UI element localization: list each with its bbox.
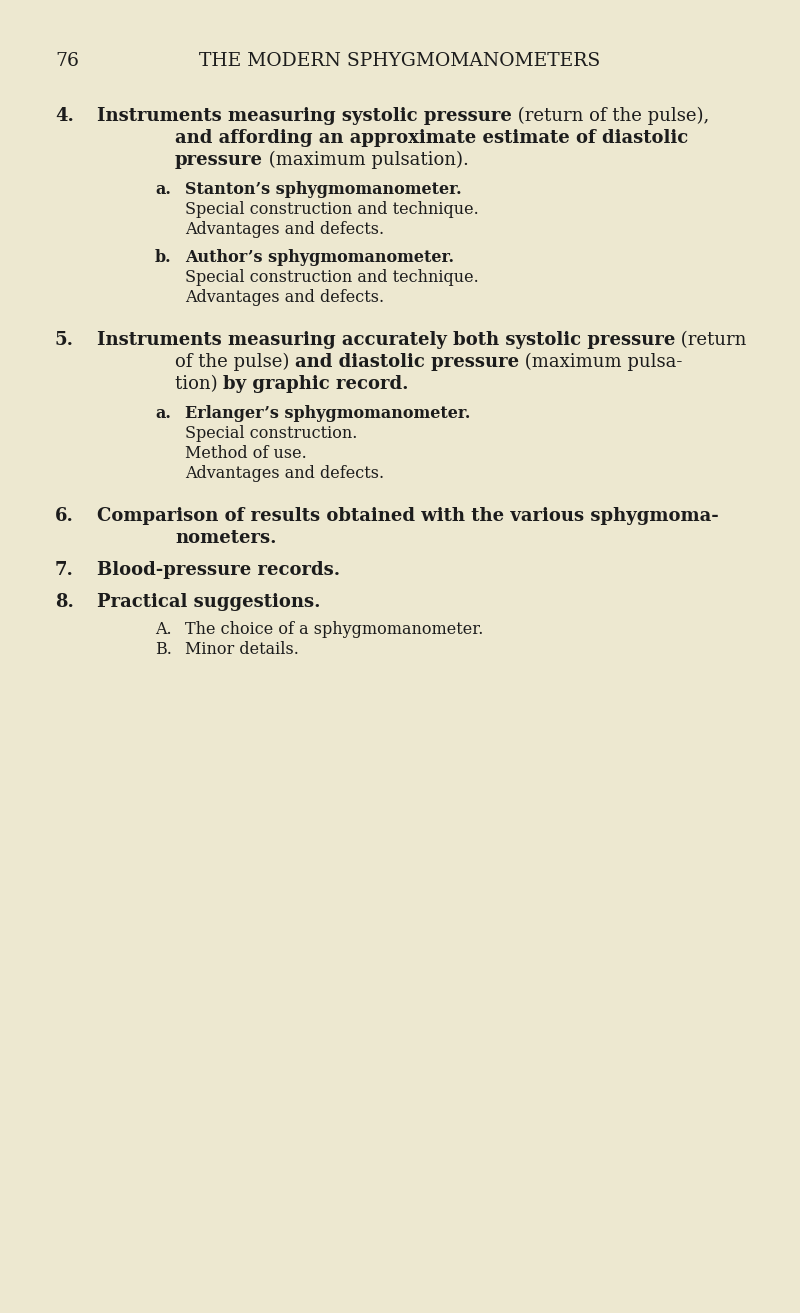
Text: THE MODERN SPHYGMOMANOMETERS: THE MODERN SPHYGMOMANOMETERS	[199, 53, 601, 70]
Text: B.: B.	[155, 641, 172, 658]
Text: and diastolic pressure: and diastolic pressure	[295, 353, 519, 372]
Text: 4.: 4.	[55, 106, 74, 125]
Text: a.: a.	[155, 404, 171, 421]
Text: (return of the pulse),: (return of the pulse),	[512, 106, 709, 125]
Text: Special construction and technique.: Special construction and technique.	[185, 269, 478, 286]
Text: b.: b.	[155, 249, 172, 267]
Text: Blood-pressure records.: Blood-pressure records.	[97, 561, 340, 579]
Text: (maximum pulsa-: (maximum pulsa-	[519, 353, 682, 372]
Text: Erlanger’s sphygmomanometer.: Erlanger’s sphygmomanometer.	[185, 404, 470, 421]
Text: by graphic record.: by graphic record.	[223, 376, 409, 393]
Text: 7.: 7.	[55, 561, 74, 579]
Text: nometers.: nometers.	[175, 529, 277, 548]
Text: Advantages and defects.: Advantages and defects.	[185, 289, 384, 306]
Text: Method of use.: Method of use.	[185, 445, 306, 462]
Text: tion): tion)	[175, 376, 223, 393]
Text: A.: A.	[155, 621, 172, 638]
Text: a.: a.	[155, 181, 171, 198]
Text: Author’s sphygmomanometer.: Author’s sphygmomanometer.	[185, 249, 454, 267]
Text: Stanton’s sphygmomanometer.: Stanton’s sphygmomanometer.	[185, 181, 462, 198]
Text: (maximum pulsation).: (maximum pulsation).	[263, 151, 469, 169]
Text: Instruments measuring accurately both systolic pressure: Instruments measuring accurately both sy…	[97, 331, 675, 349]
Text: Special construction.: Special construction.	[185, 425, 358, 442]
Text: pressure: pressure	[175, 151, 263, 169]
Text: Special construction and technique.: Special construction and technique.	[185, 201, 478, 218]
Text: 76: 76	[55, 53, 79, 70]
Text: Comparison of results obtained with the various sphygmoma-: Comparison of results obtained with the …	[97, 507, 718, 525]
Text: 6.: 6.	[55, 507, 74, 525]
Text: Advantages and defects.: Advantages and defects.	[185, 465, 384, 482]
Text: (return: (return	[675, 331, 746, 349]
Text: Minor details.: Minor details.	[185, 641, 299, 658]
Text: of the pulse): of the pulse)	[175, 353, 295, 372]
Text: Advantages and defects.: Advantages and defects.	[185, 221, 384, 238]
Text: and affording an approximate estimate of diastolic: and affording an approximate estimate of…	[175, 129, 688, 147]
Text: Practical suggestions.: Practical suggestions.	[97, 593, 321, 611]
Text: 5.: 5.	[55, 331, 74, 349]
Text: 8.: 8.	[55, 593, 74, 611]
Text: Instruments measuring systolic pressure: Instruments measuring systolic pressure	[97, 106, 512, 125]
Text: The choice of a sphygmomanometer.: The choice of a sphygmomanometer.	[185, 621, 483, 638]
